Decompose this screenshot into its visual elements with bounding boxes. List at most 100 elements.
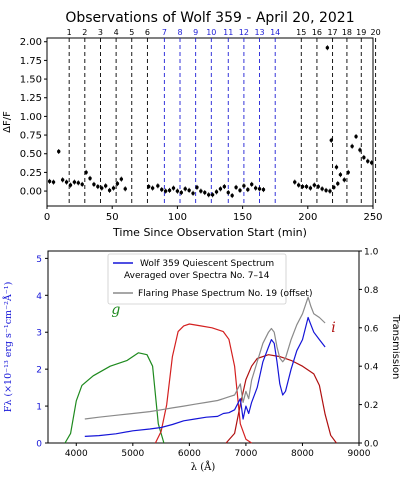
legend-box [107, 253, 287, 305]
data-point [320, 187, 324, 191]
data-point [68, 183, 73, 187]
spectrum-marker-label: 15 [296, 28, 306, 37]
y-tick-label: 0.00 [20, 187, 42, 198]
data-point [338, 172, 343, 177]
x-tick-label: 5000 [121, 449, 144, 459]
x-tick-label: 200 [298, 212, 317, 223]
x-tick-label: 150 [233, 212, 252, 223]
filter-curves [64, 323, 337, 444]
data-point [92, 182, 96, 187]
data-point [226, 190, 230, 195]
data-point [250, 182, 254, 187]
series-line-g [64, 352, 165, 444]
data-point [187, 188, 191, 193]
y-tick-label: 1 [36, 403, 42, 413]
right-tick-label: 0.6 [364, 324, 379, 334]
series-line-wolf-359-quiescent-spectrum [84, 316, 326, 437]
data-point [171, 186, 176, 190]
data-point [210, 193, 215, 197]
spectrum-marker-label: 5 [129, 28, 134, 37]
data-point [80, 182, 84, 187]
spectrum-marker-label: 12 [239, 28, 249, 37]
data-point [369, 160, 374, 165]
right-tick-label: 0.2 [364, 401, 378, 411]
data-point [107, 188, 112, 193]
data-point [346, 170, 350, 175]
data-point [246, 187, 250, 192]
right-tick-label: 0.4 [364, 363, 379, 373]
spectrum-marker-label: 4 [114, 28, 119, 37]
data-point [203, 190, 207, 195]
spectrum-marker-label: 10 [206, 28, 216, 37]
data-point [354, 134, 358, 139]
data-point [242, 184, 246, 188]
spectrum-marker-label: 19 [356, 28, 366, 37]
y-tick-label: 3 [36, 329, 42, 339]
spectrum-marker-label: 11 [223, 28, 233, 37]
spectrum-marker-label: 18 [342, 28, 352, 37]
spectrum-marker-label: 3 [98, 28, 103, 37]
y-tick-label: 5 [36, 255, 42, 265]
data-point [60, 178, 65, 182]
data-point [206, 193, 211, 197]
data-point [115, 181, 120, 186]
y-tick-label: 0.75 [20, 131, 42, 142]
data-point [328, 189, 332, 193]
legend: Wolf 359 Quiescent Spectrum Averaged ove… [107, 253, 312, 305]
data-point [160, 187, 164, 192]
spectrum-marker-label: 13 [254, 28, 264, 37]
series-line-flaring-phase-spectrum-no-19-offset [84, 296, 326, 420]
y-tick-label: 2 [36, 366, 42, 376]
y-tick-label: 0.50 [20, 149, 42, 160]
data-point [199, 189, 203, 193]
data-point [358, 148, 362, 152]
spectrum-marker-label: 7 [162, 28, 167, 37]
x-tick-label: 50 [106, 212, 119, 223]
y-axis-ticks: 0 1 2 3 4 5 [36, 255, 48, 450]
spectrum-markers: 1 2 3 4 5 6 7 8 9 10 11 12 13 14 15 16 17 18 19 20 [67, 28, 381, 206]
data-point [51, 180, 56, 184]
y-tick-label: 0 [36, 440, 42, 450]
y-tick-label: 2.00 [20, 37, 42, 48]
data-points [47, 45, 374, 199]
data-point [300, 184, 305, 189]
x-axis-ticks: 0 50 100 150 200 250 [44, 206, 383, 223]
right-axis-ticks: 0.0 0.2 0.4 0.6 0.8 1.0 [359, 248, 379, 450]
data-point [103, 184, 108, 188]
data-point [175, 189, 180, 193]
x-tick-label: 100 [168, 212, 187, 223]
data-point [163, 189, 168, 193]
spectra-lines [84, 296, 326, 437]
data-point [72, 180, 77, 184]
spectrum-marker-label: 16 [312, 28, 322, 37]
data-point [304, 184, 309, 189]
data-point [312, 183, 317, 187]
data-point [84, 170, 88, 175]
data-point [100, 186, 104, 190]
y-tick-label: 4 [36, 292, 42, 302]
data-point [234, 185, 238, 190]
data-point [332, 185, 336, 190]
plot-frame [47, 250, 360, 444]
x-tick-label: 0 [44, 212, 50, 223]
spectrum-marker-label: 6 [145, 28, 150, 37]
x-tick-label: 4000 [65, 449, 88, 459]
right-axis-label: Transmission [390, 314, 400, 380]
data-point [191, 191, 195, 196]
data-point [179, 190, 184, 195]
y-tick-label: 0.25 [20, 168, 42, 179]
data-point [183, 187, 187, 191]
x-tick-label: 6000 [178, 449, 201, 459]
series-line-r [154, 323, 252, 444]
data-point [238, 188, 242, 193]
data-point [308, 186, 313, 190]
data-point [64, 180, 69, 184]
y-axis-label: ΔF/F [2, 111, 13, 133]
spectrum-marker-label: 17 [327, 28, 337, 37]
data-point [119, 177, 124, 181]
spectrum-marker-label: 2 [82, 28, 87, 37]
spectrum-marker-label: 9 [193, 28, 198, 37]
data-point [293, 180, 297, 184]
data-point [218, 187, 223, 191]
